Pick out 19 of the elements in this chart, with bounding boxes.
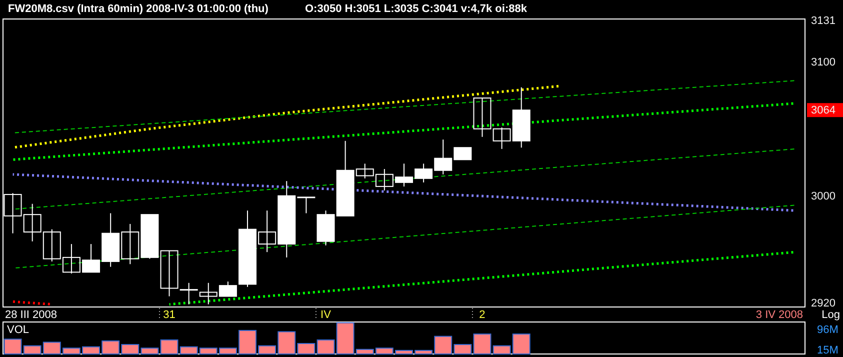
text: 3 IV 2008 xyxy=(756,309,803,321)
x-tick-label: 31 xyxy=(163,309,176,321)
text: Log xyxy=(822,309,840,321)
x-tick-label: IV xyxy=(320,309,332,321)
candlestick xyxy=(160,250,178,297)
y-tick-label: 15M xyxy=(817,344,838,357)
y-tick-label: 3131 xyxy=(811,14,836,27)
candlestick xyxy=(180,282,198,305)
text: 28 III 2008 xyxy=(5,309,57,321)
chart-title: VOL xyxy=(7,324,30,336)
y-tick-label: 2920 xyxy=(811,298,836,310)
y-tick-label: 96M xyxy=(817,324,838,336)
x-tick-label: 2 xyxy=(479,309,486,321)
y-tick-label: 3100 xyxy=(811,56,836,68)
y-tick-label: 3064 xyxy=(811,104,836,117)
chart-title: FW20M8.csv (Intra 60min) 2008-IV-3 01:00:00 (thu) xyxy=(8,3,269,15)
y-tick-label: 3000 xyxy=(811,190,836,202)
chart-subtitle: O:3050 H:3051 L:3035 C:3041 v:4,7k oi:88k xyxy=(305,3,528,15)
candlestick xyxy=(473,98,492,138)
